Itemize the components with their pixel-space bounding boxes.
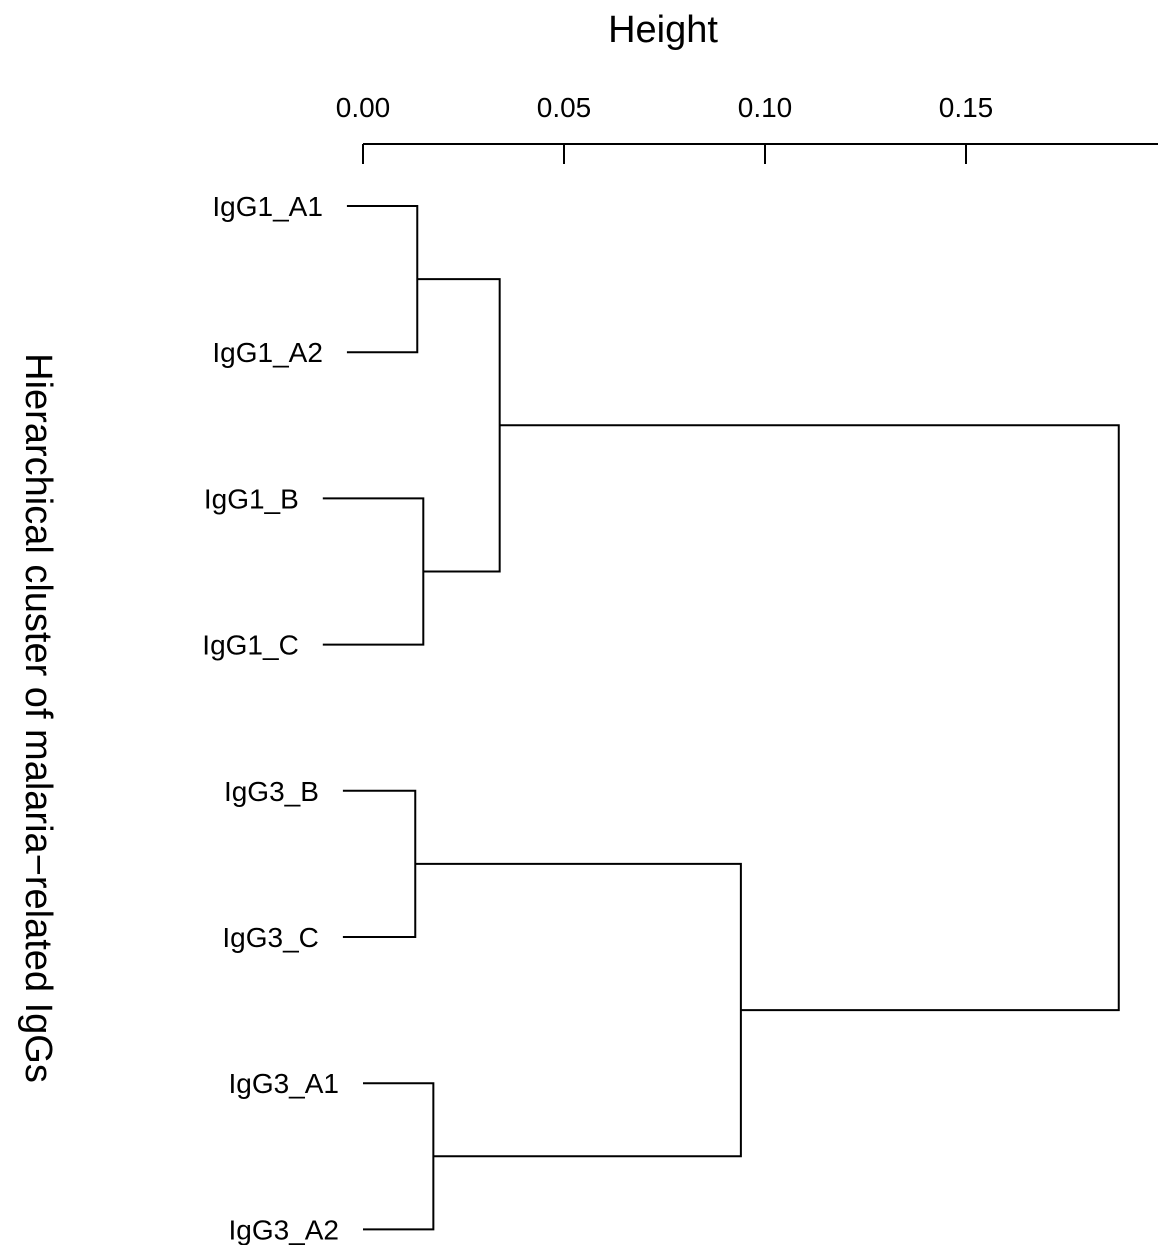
leaf-label: IgG3_B (224, 776, 319, 807)
dendrogram-branch (363, 1082, 435, 1231)
x-tick-label: 0.00 (336, 92, 391, 123)
dendrogram-branch (346, 205, 419, 354)
dendrogram-branch (415, 862, 742, 1158)
leaf-label: IgG1_B (204, 483, 299, 514)
leaf-labels: IgG1_A1 IgG1_A2 IgG1_B IgG1_C IgG3_B IgG3_C Ig… (202, 191, 339, 1245)
x-tick-label: 0.05 (537, 92, 592, 123)
y-axis-title: Hierarchical cluster of malaria−related … (17, 353, 59, 1083)
leaf-label: IgG1_A1 (212, 191, 323, 222)
x-axis-title: Height (608, 9, 718, 51)
dendrogram-branch (499, 424, 1120, 1012)
x-tick-label: 0.10 (738, 92, 793, 123)
leaf-label: IgG3_A2 (228, 1214, 339, 1245)
leaf-label: IgG3_C (222, 922, 319, 953)
leaf-label: IgG1_C (202, 630, 299, 661)
leaf-label: IgG3_A1 (228, 1068, 339, 1099)
x-axis: 0.00 0.05 0.10 0.15 (336, 92, 1158, 164)
dendrogram-branch (342, 789, 417, 938)
dendrogram-tree (322, 205, 1120, 1231)
leaf-label: IgG1_A2 (212, 337, 323, 368)
dendrogram-branch (417, 278, 501, 573)
x-tick-label: 0.15 (939, 92, 994, 123)
dendrogram-branch (322, 497, 425, 646)
